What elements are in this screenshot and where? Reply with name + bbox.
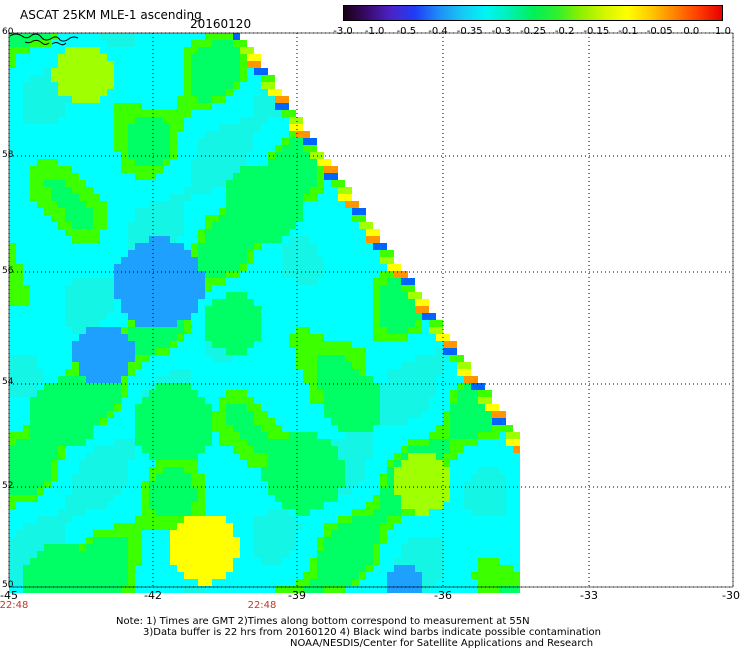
lon-label: -36 <box>434 589 452 602</box>
time-label: 22:48 <box>247 600 277 611</box>
lat-label: 56 <box>2 266 14 276</box>
lat-label: 58 <box>2 150 14 160</box>
color-scale-tick: 1.0 <box>715 26 731 37</box>
color-scale-bar <box>343 5 723 21</box>
color-scale-tick: -0.1 <box>618 26 638 37</box>
color-scale-tick: -0.05 <box>646 26 673 37</box>
lon-label: -30 <box>722 589 740 602</box>
wind-data-swath <box>9 33 520 593</box>
note-line-3: NOAA/NESDIS/Center for Satellite Applica… <box>290 638 594 649</box>
time-label: 22:48 <box>0 600 29 611</box>
color-scale-tick: -0.25 <box>520 26 546 37</box>
color-scale-tick: -1.0 <box>364 26 385 37</box>
color-scale-tick: -0.4 <box>428 26 448 37</box>
lat-label: 52 <box>2 481 14 491</box>
note-line-1: Note: 1) Times are GMT 2)Times along bot… <box>116 616 530 627</box>
color-scale-tick: -3.0 <box>333 26 353 37</box>
map-title: ASCAT 25KM MLE-1 ascending <box>20 8 202 22</box>
map-date: 20160120 <box>190 17 252 31</box>
lat-label: 60 <box>2 27 14 37</box>
coastline <box>9 33 79 46</box>
lon-label: -39 <box>288 589 306 602</box>
color-scale-tick: -0.2 <box>554 26 575 37</box>
color-scale-tick: -0.15 <box>583 26 610 37</box>
color-scale-tick: 0.0 <box>683 26 700 37</box>
color-scale-tick: -0.5 <box>396 26 417 37</box>
color-scale-tick: -0.3 <box>491 26 512 37</box>
lat-label: 50 <box>2 580 14 590</box>
lat-label: 54 <box>2 377 14 387</box>
color-scale-tick: -0.35 <box>456 26 483 37</box>
lon-label: -45 <box>0 589 18 602</box>
note-line-2: 3)Data buffer is 22 hrs from 20160120 4)… <box>143 627 601 638</box>
lon-label: -42 <box>144 589 162 602</box>
lon-label: -33 <box>580 589 598 602</box>
lat-lon-grid <box>8 32 734 588</box>
